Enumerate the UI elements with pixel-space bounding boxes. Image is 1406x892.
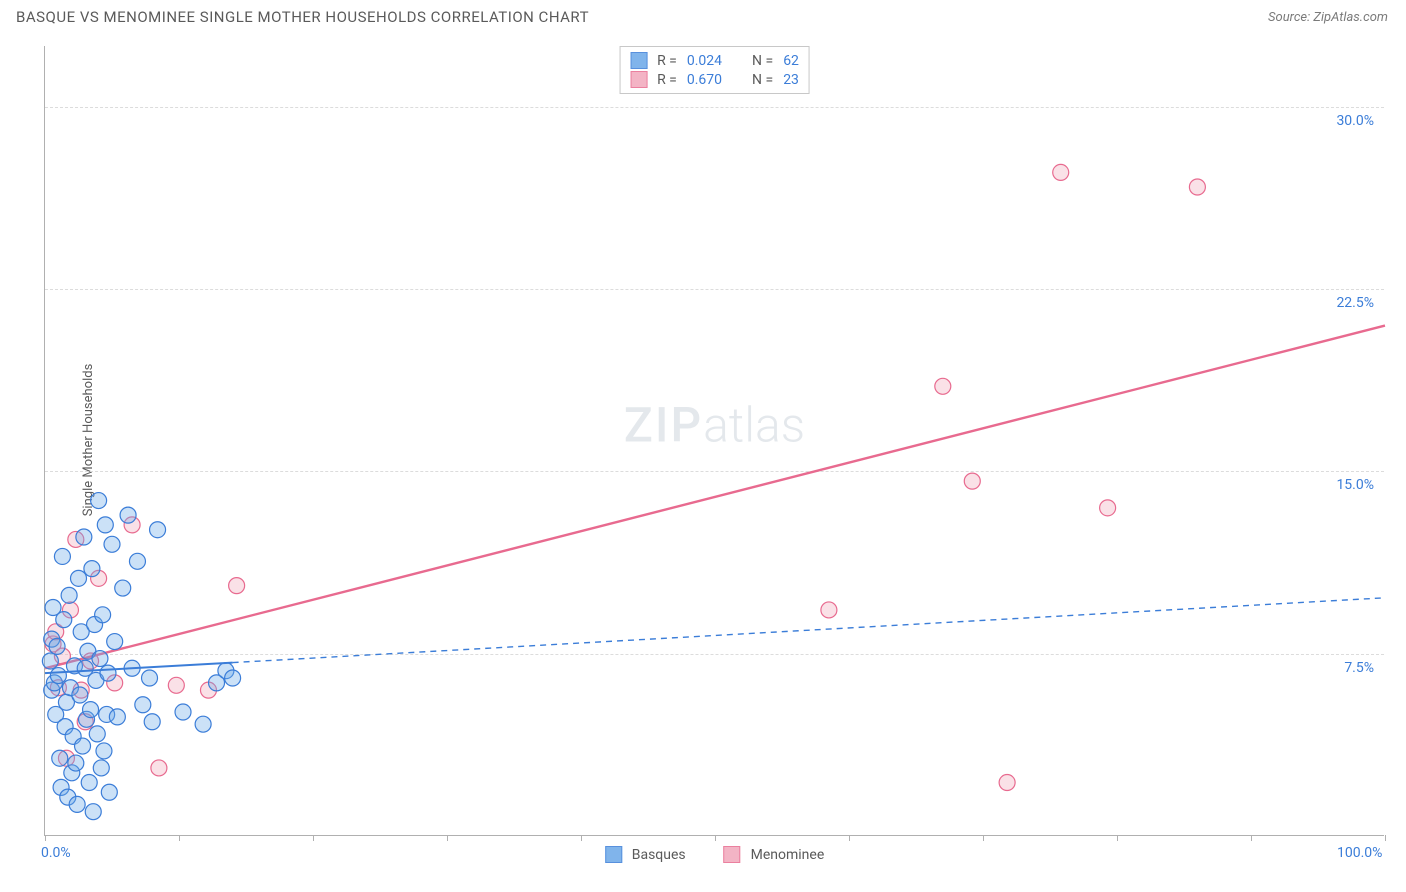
menominee-point (821, 602, 837, 618)
basques-point (120, 507, 136, 523)
basques-point (42, 653, 58, 669)
basques-point (115, 580, 131, 596)
stats-row-basques: R = 0.024 N = 62 (630, 51, 799, 70)
basques-point (84, 561, 100, 577)
basques-point (93, 760, 109, 776)
basques-point (85, 804, 101, 820)
basques-point (50, 668, 66, 684)
basques-point (104, 536, 120, 552)
x-tick (1251, 835, 1252, 841)
x-tick (1385, 835, 1386, 841)
basques-point (68, 755, 84, 771)
menominee-point (1100, 500, 1116, 516)
basques-point (89, 726, 105, 742)
x-tick (313, 835, 314, 841)
basques-point (52, 750, 68, 766)
basques-point (54, 548, 70, 564)
basques-point (61, 587, 77, 603)
basques-point (195, 716, 211, 732)
basques-point (95, 607, 111, 623)
x-tick (715, 835, 716, 841)
legend-label-menominee: Menominee (751, 847, 825, 863)
menominee-point (168, 677, 184, 693)
x-tick (179, 835, 180, 841)
legend-swatch-basques (605, 846, 622, 863)
swatch-basques (630, 52, 647, 69)
bottom-legend: Basques Menominee (605, 846, 825, 863)
basques-point (101, 784, 117, 800)
basques-point (76, 529, 92, 545)
legend-label-basques: Basques (632, 847, 686, 863)
x-tick (45, 835, 46, 841)
basques-point (56, 612, 72, 628)
menominee-point (1189, 179, 1205, 195)
basques-point (97, 517, 113, 533)
r-value-basques: 0.024 (687, 53, 722, 69)
r-value-menominee: 0.670 (687, 72, 722, 88)
chart-title: BASQUE VS MENOMINEE SINGLE MOTHER HOUSEH… (16, 8, 589, 26)
chart-header: BASQUE VS MENOMINEE SINGLE MOTHER HOUSEH… (0, 0, 1406, 34)
basques-point (49, 638, 65, 654)
basques-point (81, 775, 97, 791)
x-tick (1117, 835, 1118, 841)
scatter-plot (45, 46, 1384, 835)
basques-point (71, 570, 87, 586)
basques-point (109, 709, 125, 725)
basques-point (144, 714, 160, 730)
menominee-point (999, 775, 1015, 791)
basques-point (225, 670, 241, 686)
basques-point (100, 665, 116, 681)
basques-point (92, 651, 108, 667)
source-attribution: Source: ZipAtlas.com (1268, 10, 1388, 25)
basques-point (69, 796, 85, 812)
basques-point (150, 522, 166, 538)
x-tick (983, 835, 984, 841)
stats-row-menominee: R = 0.670 N = 23 (630, 70, 799, 89)
n-value-basques: 62 (783, 53, 799, 69)
x-tick-label: 100.0% (1337, 845, 1382, 861)
x-tick (581, 835, 582, 841)
basques-point (75, 738, 91, 754)
menominee-point (151, 760, 167, 776)
menominee-point (935, 378, 951, 394)
x-tick-label: 0.0% (41, 845, 71, 861)
x-tick (447, 835, 448, 841)
basques-point (142, 670, 158, 686)
basques-point (129, 553, 145, 569)
basques-point (175, 704, 191, 720)
plot-area: 7.5%15.0%22.5%30.0% ZIPatlas R = 0.024 N… (44, 46, 1384, 836)
n-value-menominee: 23 (783, 72, 799, 88)
menominee-point (1053, 164, 1069, 180)
x-tick (849, 835, 850, 841)
basques-point (107, 634, 123, 650)
swatch-menominee (630, 71, 647, 88)
basques-point (135, 697, 151, 713)
menominee-trendline (45, 326, 1385, 669)
basques-point (83, 702, 99, 718)
legend-swatch-menominee (724, 846, 741, 863)
menominee-point (964, 473, 980, 489)
stats-legend: R = 0.024 N = 62 R = 0.670 N = 23 (619, 46, 810, 94)
basques-point (96, 743, 112, 759)
basques-trendline-extrapolated (233, 598, 1385, 663)
basques-point (91, 493, 107, 509)
basques-point (72, 687, 88, 703)
menominee-point (229, 578, 245, 594)
